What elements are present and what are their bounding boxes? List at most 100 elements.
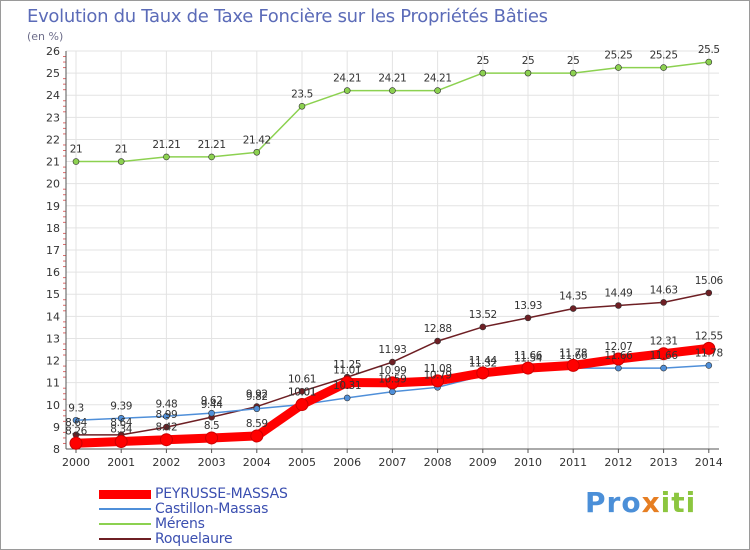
y-tick-label: 20 <box>46 178 60 191</box>
data-point <box>434 87 441 94</box>
y-tick-label: 23 <box>46 111 60 124</box>
x-tick-label: 2010 <box>514 456 542 469</box>
data-label: 8.42 <box>156 422 178 434</box>
brand-part-1: Pro <box>585 486 642 519</box>
y-tick-label: 24 <box>46 89 60 102</box>
legend: PEYRUSSE-MASSAS Castillon-Massas Mérens Roq… <box>99 486 359 547</box>
data-point <box>253 148 261 156</box>
data-label: 21.42 <box>243 134 271 146</box>
data-label: 9.62 <box>201 395 223 407</box>
y-tick-label: 19 <box>46 200 60 213</box>
data-label: 12.31 <box>650 336 678 348</box>
data-point <box>163 423 170 431</box>
data-point <box>298 387 306 395</box>
y-tick-label: 22 <box>46 133 60 146</box>
data-label: 25.25 <box>650 50 678 62</box>
chart-title: Evolution du Taux de Taxe Foncière sur l… <box>27 6 548 27</box>
legend-item: Mérens <box>99 516 359 532</box>
data-label: 24.21 <box>378 73 406 85</box>
data-point <box>479 323 487 331</box>
data-label: 21.21 <box>152 139 180 151</box>
legend-item: PEYRUSSE-MASSAS <box>99 486 359 502</box>
data-label: 11.66 <box>514 350 543 362</box>
y-tick-label: 16 <box>46 266 60 279</box>
x-tick-label: 2013 <box>650 456 678 469</box>
data-label: 11.78 <box>559 347 587 359</box>
data-label: 9.92 <box>246 389 268 401</box>
data-label: 11.25 <box>333 359 361 371</box>
data-label: 11.08 <box>424 363 452 375</box>
legend-label: Castillon-Massas <box>155 501 269 517</box>
data-label: 8.34 <box>110 423 132 435</box>
legend-label: PEYRUSSE-MASSAS <box>155 486 288 502</box>
data-point <box>117 158 125 165</box>
data-point <box>611 352 625 366</box>
legend-item: Roquelaure <box>99 531 359 547</box>
data-point <box>340 375 354 389</box>
data-label: 11.01 <box>333 364 361 376</box>
data-point <box>389 87 396 94</box>
y-tick-label: 11 <box>46 377 60 390</box>
data-point <box>660 299 667 306</box>
x-tick-label: 2007 <box>378 456 406 469</box>
data-label: 11.44 <box>469 355 498 367</box>
data-label: 8.99 <box>156 409 178 421</box>
data-point <box>72 416 80 424</box>
y-tick-label: 17 <box>46 244 60 257</box>
x-tick-label: 2003 <box>198 456 226 469</box>
data-label: 12.88 <box>424 323 452 335</box>
data-point <box>702 341 716 355</box>
y-tick-label: 14 <box>46 310 60 323</box>
data-point <box>569 305 577 312</box>
data-label: 11.66 <box>650 350 679 362</box>
data-point <box>253 405 261 413</box>
data-point <box>298 102 306 110</box>
data-label: 11.93 <box>378 344 406 356</box>
x-tick-label: 2014 <box>695 456 723 469</box>
x-tick-label: 2005 <box>288 456 316 469</box>
data-label: 15.06 <box>695 275 724 287</box>
x-tick-label: 2002 <box>152 456 180 469</box>
data-point <box>476 366 490 380</box>
brand-part-2: x <box>641 486 661 519</box>
legend-item: Castillon-Massas <box>99 501 359 517</box>
data-label: 25 <box>567 55 580 67</box>
data-point <box>615 64 622 71</box>
data-point <box>117 414 125 422</box>
data-label: 8.59 <box>246 418 268 430</box>
data-label: 12.55 <box>695 330 723 342</box>
data-label: 10.01 <box>288 387 316 399</box>
data-point <box>159 433 173 447</box>
data-point <box>566 358 580 372</box>
data-point <box>705 289 713 297</box>
legend-swatch <box>99 490 151 499</box>
data-point <box>660 64 667 71</box>
data-point <box>521 361 535 375</box>
data-point <box>208 409 215 417</box>
data-point <box>163 412 170 420</box>
data-point <box>615 302 622 309</box>
y-tick-label: 12 <box>46 355 60 368</box>
data-label: 10.01 <box>288 387 316 399</box>
unit-label: (en %) <box>27 30 64 43</box>
data-label: 25.25 <box>604 50 632 62</box>
data-point <box>295 398 309 412</box>
data-point <box>524 314 532 322</box>
y-tick-label: 13 <box>46 332 60 345</box>
data-label: 25 <box>522 55 535 67</box>
data-label: 21 <box>70 144 83 156</box>
data-label: 25 <box>477 55 490 67</box>
data-label: 25.5 <box>698 44 720 56</box>
data-point <box>72 158 80 165</box>
data-label: 9.39 <box>110 400 132 412</box>
data-point <box>114 434 128 448</box>
data-label: 21.21 <box>198 139 226 151</box>
data-label: 14.63 <box>650 284 678 296</box>
data-label: 9.44 <box>201 399 223 411</box>
data-label: 9.48 <box>156 398 178 410</box>
data-point <box>389 388 396 396</box>
y-tick-label: 18 <box>46 222 60 235</box>
legend-swatch <box>99 523 151 525</box>
y-tick-label: 15 <box>46 288 60 301</box>
data-label: 11.54 <box>514 353 543 365</box>
